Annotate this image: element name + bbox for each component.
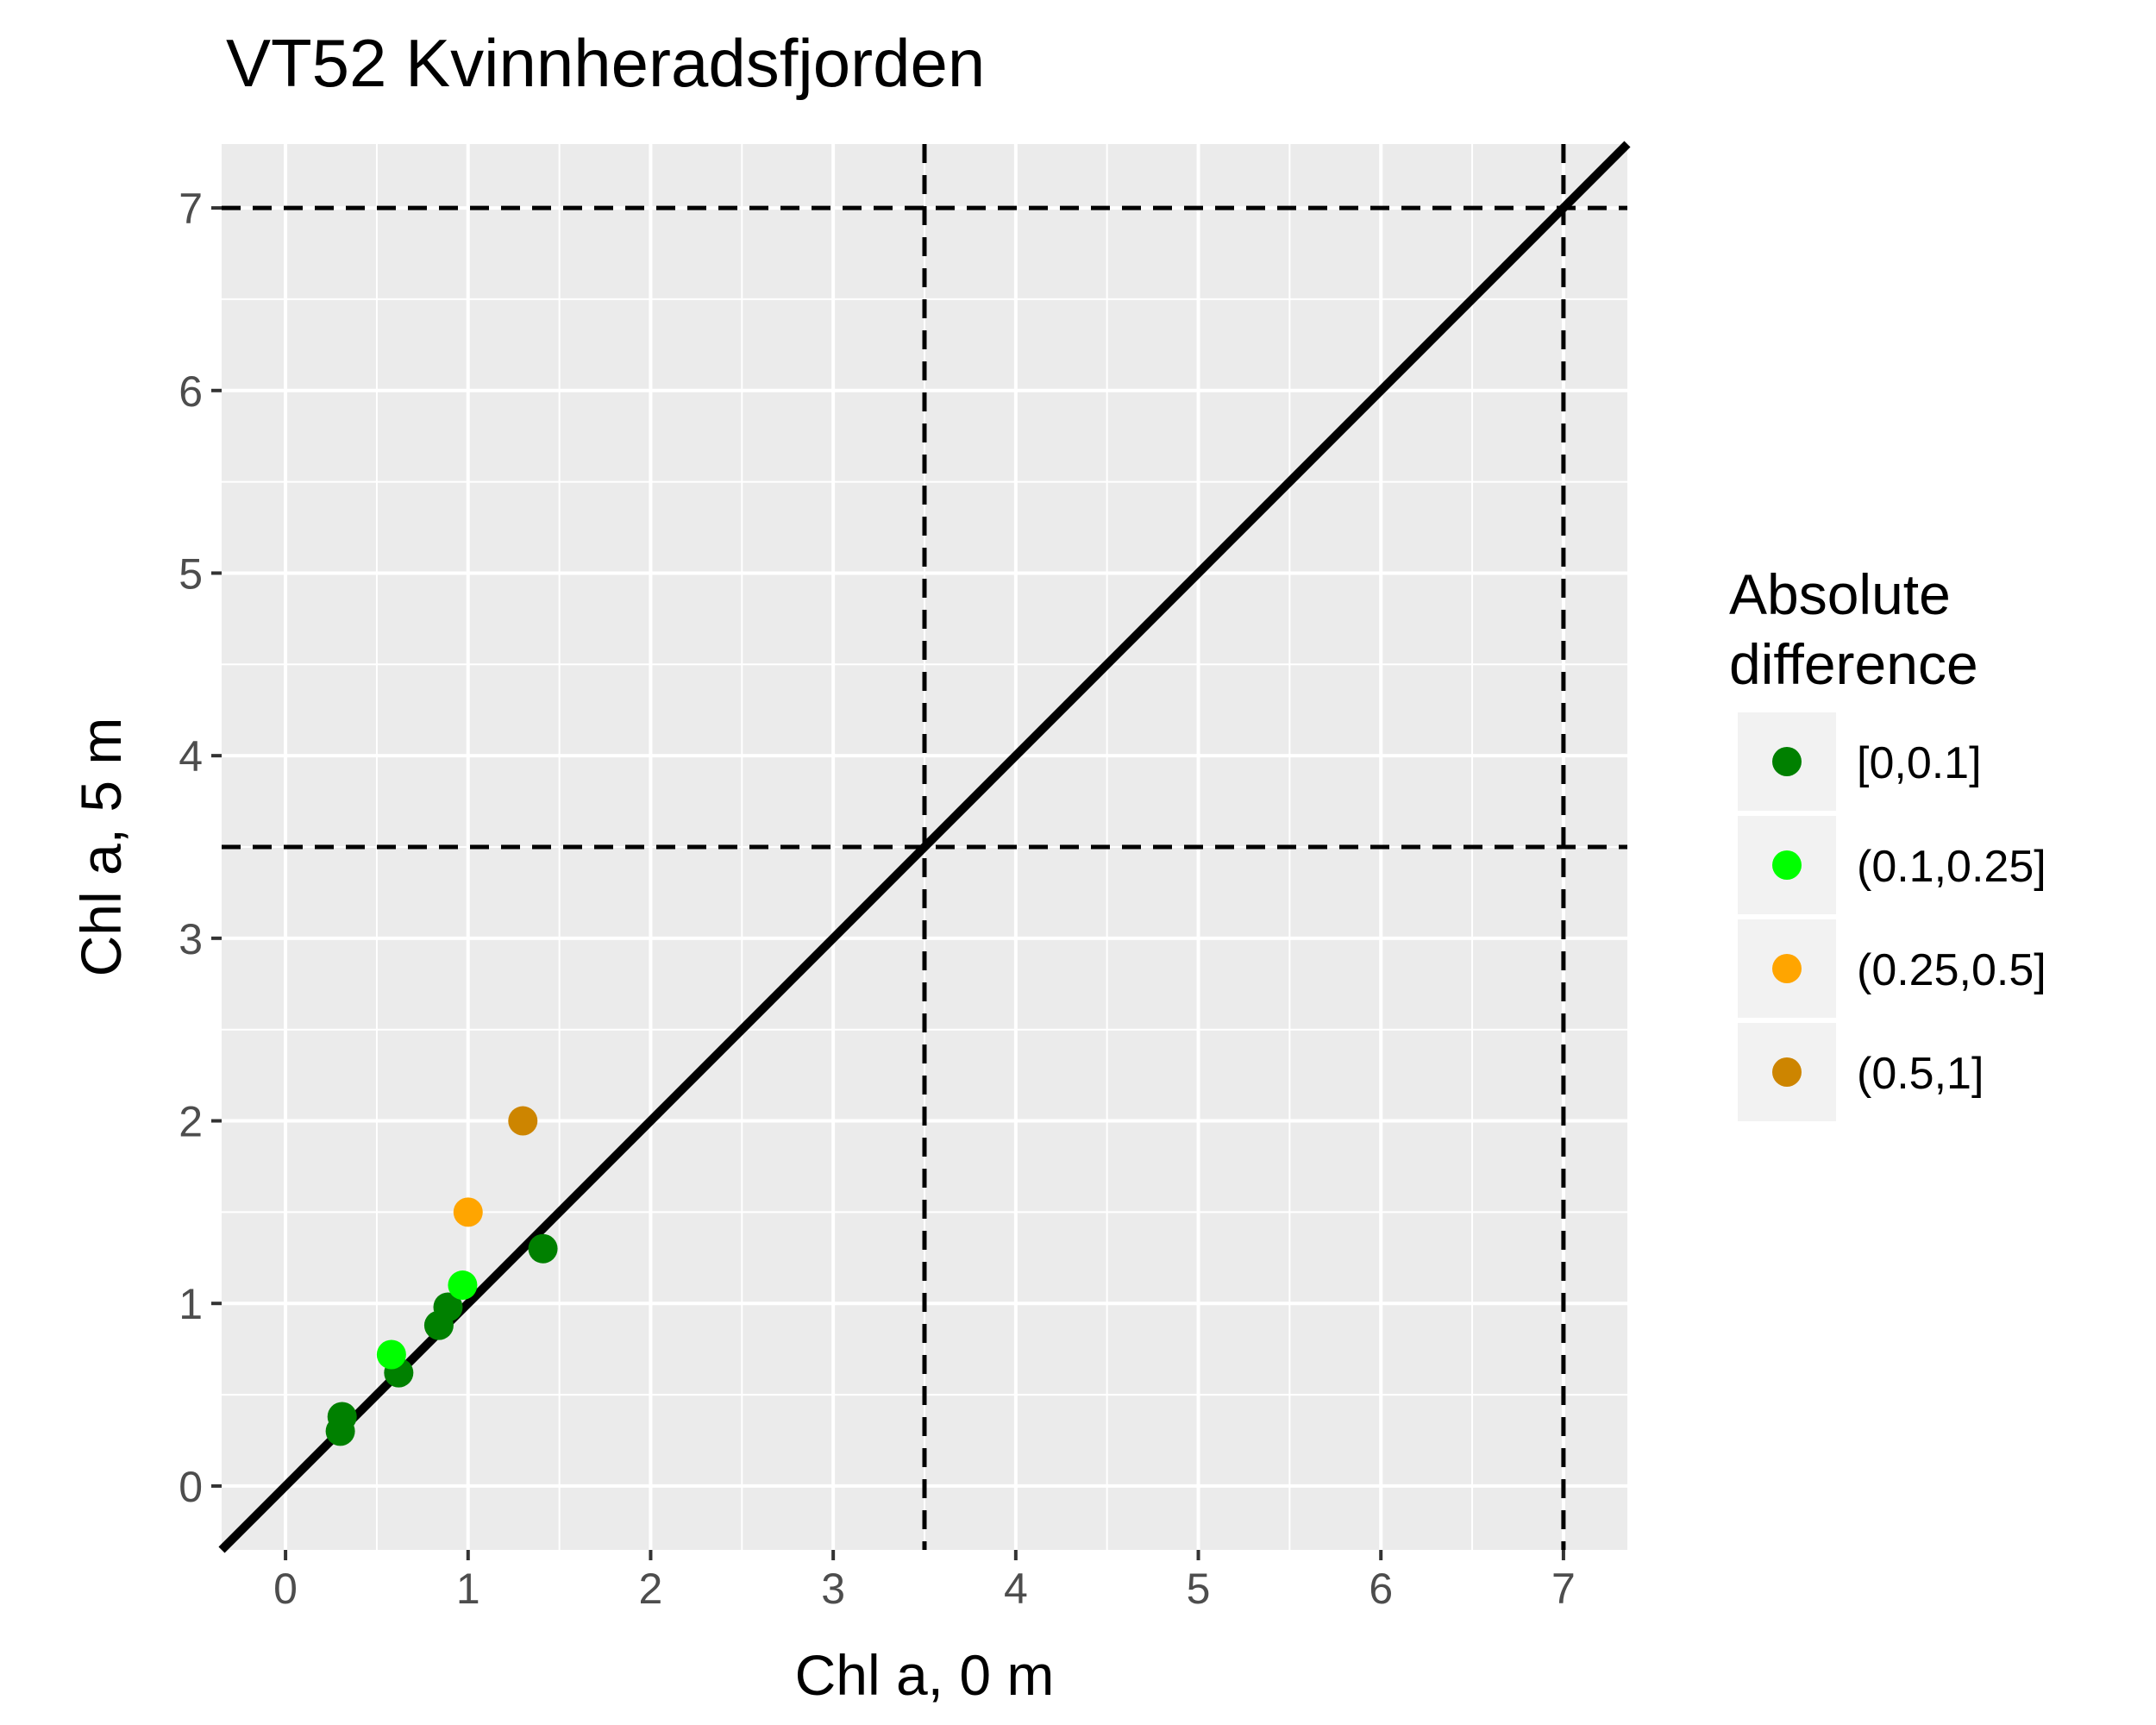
legend-key-marker: [1772, 850, 1802, 880]
y-tick-label: 1: [179, 1280, 203, 1328]
legend-entry-label: (0.25,0.5]: [1857, 945, 2046, 995]
data-point: [327, 1402, 357, 1432]
legend-key-marker: [1772, 954, 1802, 983]
x-tick-label: 6: [1369, 1565, 1393, 1613]
x-tick-label: 3: [821, 1565, 845, 1613]
legend-key-marker: [1772, 1057, 1802, 1087]
data-point: [448, 1270, 478, 1301]
axis-ticks: [211, 206, 1565, 1560]
legend-entry-label: [0,0.1]: [1857, 738, 1982, 788]
legend-title-line-1: Absolute: [1729, 562, 1951, 626]
legend: Absolute difference [0,0.1] (0.1,0.25] (0.…: [1729, 562, 2046, 1121]
y-tick-label: 7: [179, 185, 203, 233]
data-point: [376, 1339, 406, 1370]
y-tick-label: 5: [179, 549, 203, 598]
legend-entry-label: (0.5,1]: [1857, 1049, 1984, 1099]
x-tick-label: 0: [273, 1565, 298, 1613]
x-tick-label: 4: [1004, 1565, 1028, 1613]
data-point: [433, 1292, 463, 1322]
data-points: [325, 1106, 558, 1446]
y-tick-label: 4: [179, 732, 203, 781]
legend-title-line-2: difference: [1729, 632, 1978, 696]
x-tick-label: 7: [1551, 1565, 1576, 1613]
y-tick-label: 3: [179, 915, 203, 963]
data-point: [528, 1233, 558, 1264]
tick-labels: 0 1 2 3 4 5 6 7 0 1 2 3 4 5 6 7: [179, 185, 1576, 1613]
data-point: [453, 1197, 483, 1227]
chart-title: VT52 Kvinnheradsfjorden: [226, 25, 985, 101]
x-tick-label: 2: [639, 1565, 663, 1613]
y-tick-label: 2: [179, 1098, 203, 1146]
y-axis-title: Chl a, 5 m: [69, 718, 133, 977]
y-tick-label: 0: [179, 1463, 203, 1511]
x-tick-label: 1: [456, 1565, 480, 1613]
x-tick-label: 5: [1187, 1565, 1211, 1613]
threshold-lines: [222, 144, 1627, 1550]
legend-key-marker: [1772, 747, 1802, 776]
y-tick-label: 6: [179, 367, 203, 416]
legend-entry-label: (0.1,0.25]: [1857, 842, 2046, 892]
data-point: [508, 1106, 538, 1136]
x-axis-title: Chl a, 0 m: [795, 1643, 1055, 1707]
